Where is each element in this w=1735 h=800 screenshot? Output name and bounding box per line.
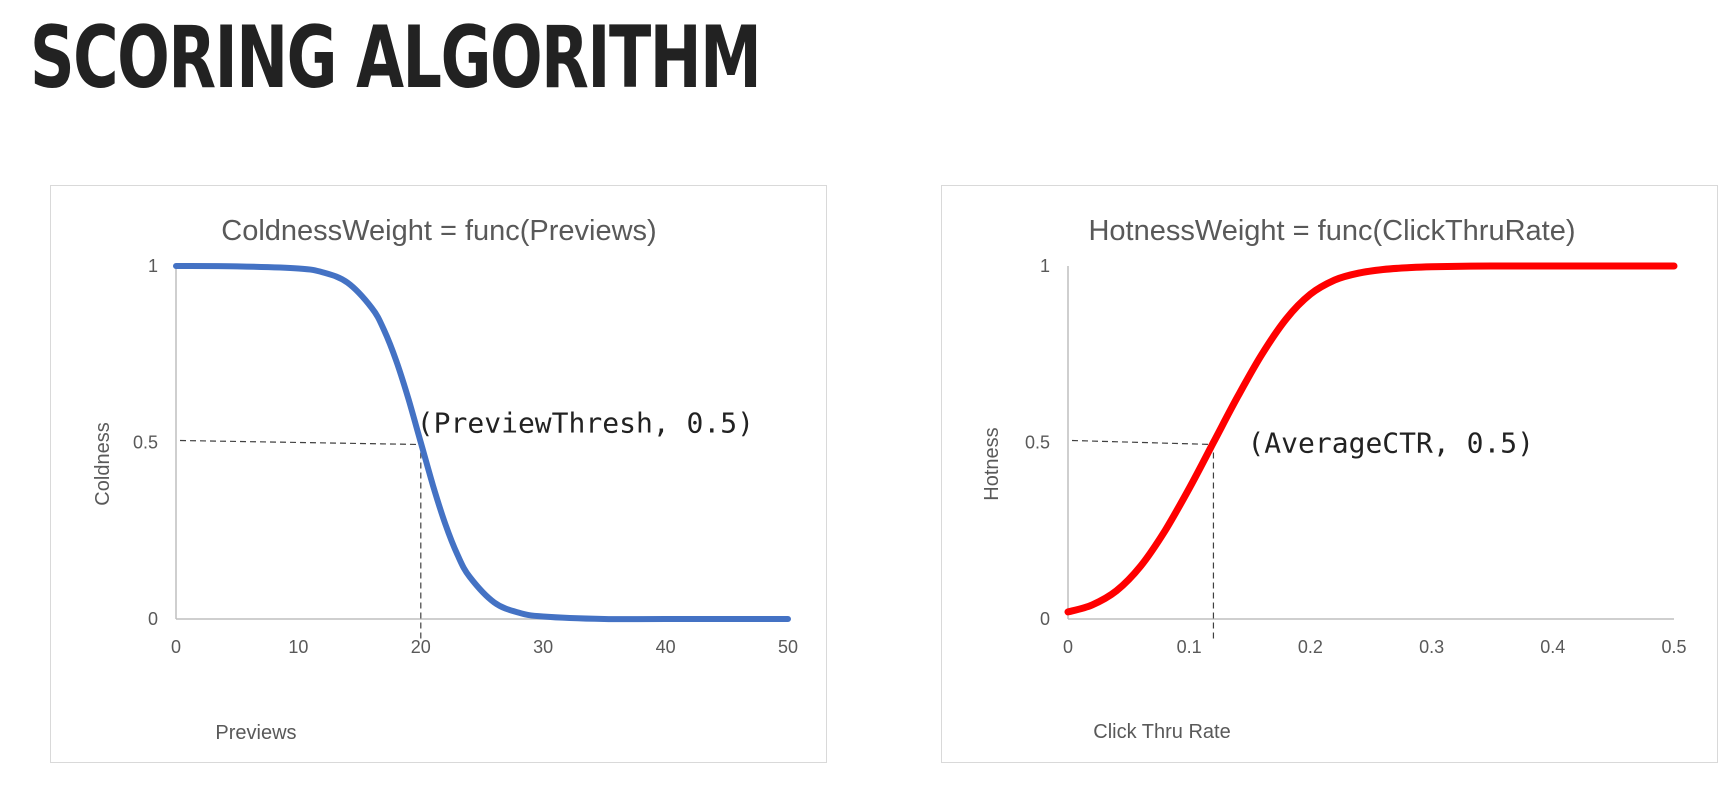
coldness-chart: ColdnessWeight = func(Previews) Previews… [50,185,827,763]
hotness-chart: HotnessWeight = func(ClickThruRate) Clic… [941,185,1718,763]
hotness-series-line [1064,262,1678,616]
coldness-x-tick-label: 40 [656,637,676,657]
preview-thresh-annotation: (PreviewThresh, 0.5) [417,407,754,440]
coldness-x-tick-label: 50 [778,637,798,657]
hotness-guide-horizontal [1071,439,1214,446]
hotness-y-axis-label: Hotness [981,427,1003,500]
hotness-x-tick-label: 0.4 [1540,637,1565,657]
hotness-x-tick-label: 0.5 [1661,637,1686,657]
average-ctr-annotation: (AverageCTR, 0.5) [1247,427,1534,460]
coldness-y-axis-label: Coldness [92,422,114,505]
hotness-y-tick-label: 0 [1040,609,1050,629]
slide-title: Scoring Algorithm [30,8,762,108]
hotness-x-tick-label: 0 [1063,637,1073,657]
hotness-chart-svg: HotnessWeight = func(ClickThruRate) Clic… [981,215,1687,743]
hotness-chart-title: HotnessWeight = func(ClickThruRate) [1088,215,1575,247]
hotness-x-tick-label: 0.3 [1419,637,1444,657]
coldness-y-tick-label: 0.5 [133,433,158,453]
coldness-x-tick-label: 10 [288,637,308,657]
hotness-x-tick-label: 0.1 [1177,637,1202,657]
coldness-chart-svg: ColdnessWeight = func(Previews) Previews… [92,215,798,744]
coldness-x-tick-label: 20 [411,637,431,657]
coldness-y-tick-label: 1 [148,256,158,276]
coldness-x-tick-label: 0 [171,637,181,657]
coldness-guide-horizontal [179,439,421,446]
coldness-x-axis-label: Previews [215,722,296,744]
hotness-y-tick-label: 1 [1040,256,1050,276]
coldness-x-tick-label: 30 [533,637,553,657]
coldness-series-line [173,263,791,623]
coldness-chart-title: ColdnessWeight = func(Previews) [221,215,656,247]
hotness-x-tick-label: 0.2 [1298,637,1323,657]
coldness-y-tick-label: 0 [148,609,158,629]
hotness-y-tick-label: 0.5 [1025,433,1050,453]
hotness-x-axis-label: Click Thru Rate [1093,721,1230,743]
